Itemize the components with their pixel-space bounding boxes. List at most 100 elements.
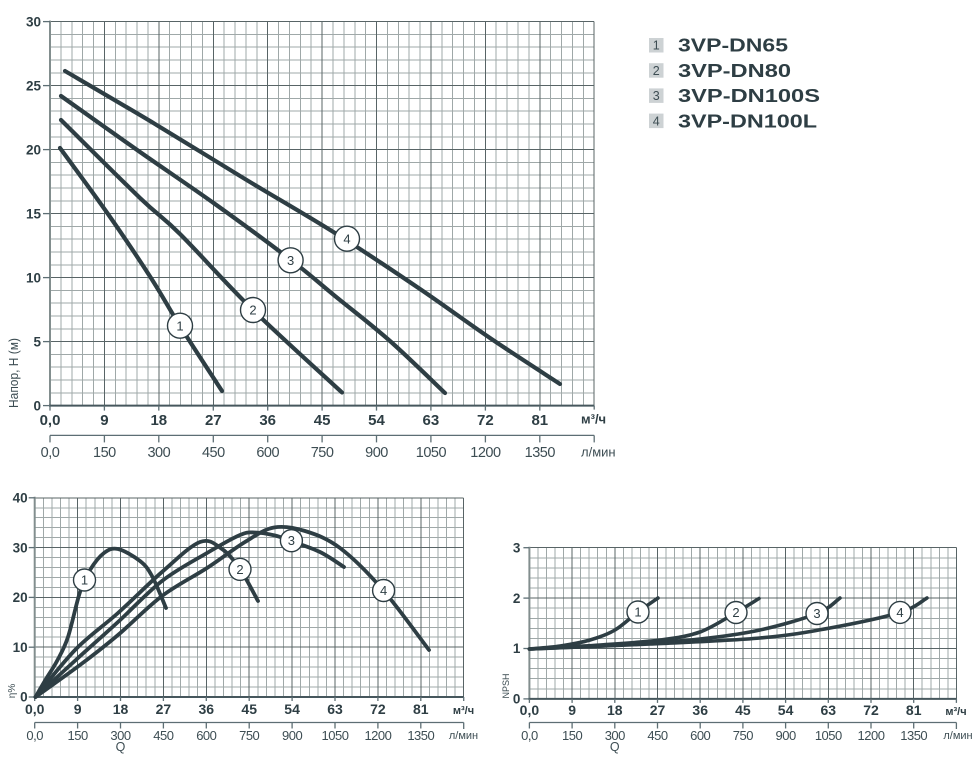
- svg-text:3VP-DN80: 3VP-DN80: [678, 61, 791, 81]
- svg-text:10: 10: [13, 640, 28, 655]
- svg-text:36: 36: [259, 412, 276, 429]
- svg-text:3VP-DN100S: 3VP-DN100S: [678, 86, 820, 106]
- svg-text:3: 3: [513, 540, 521, 555]
- svg-text:0,0: 0,0: [25, 701, 45, 717]
- svg-text:0: 0: [33, 398, 41, 413]
- svg-text:1200: 1200: [364, 728, 391, 743]
- svg-text:10: 10: [26, 270, 41, 285]
- svg-text:9: 9: [568, 702, 576, 718]
- svg-text:900: 900: [282, 728, 302, 743]
- svg-text:1: 1: [634, 605, 641, 620]
- svg-text:0,0: 0,0: [520, 702, 540, 718]
- svg-text:Q: Q: [610, 740, 620, 754]
- svg-text:1050: 1050: [416, 445, 447, 461]
- svg-text:1200: 1200: [470, 445, 501, 461]
- svg-text:20: 20: [26, 142, 41, 157]
- svg-text:45: 45: [735, 702, 751, 718]
- svg-text:1200: 1200: [858, 728, 885, 743]
- svg-text:5: 5: [33, 334, 41, 349]
- svg-text:м³/ч: м³/ч: [581, 412, 606, 427]
- svg-text:1050: 1050: [322, 728, 349, 743]
- svg-text:30: 30: [13, 540, 28, 555]
- svg-text:Напор, H (м): Напор, H (м): [7, 338, 21, 408]
- svg-text:81: 81: [906, 702, 922, 718]
- svg-text:18: 18: [607, 702, 623, 718]
- svg-text:18: 18: [113, 701, 129, 717]
- svg-text:36: 36: [692, 702, 708, 718]
- svg-text:Q: Q: [116, 740, 126, 754]
- svg-text:3VP-DN100L: 3VP-DN100L: [678, 111, 817, 131]
- svg-text:45: 45: [241, 701, 257, 717]
- svg-text:л/мин: л/мин: [581, 444, 616, 459]
- svg-text:NPSH: NPSH: [501, 674, 511, 699]
- svg-text:54: 54: [284, 701, 300, 717]
- svg-text:900: 900: [365, 445, 388, 461]
- svg-text:м³/ч: м³/ч: [945, 706, 966, 718]
- svg-text:4: 4: [896, 605, 903, 620]
- svg-text:63: 63: [821, 702, 837, 718]
- svg-text:3: 3: [287, 253, 294, 268]
- svg-text:9: 9: [74, 701, 82, 717]
- svg-text:9: 9: [100, 412, 108, 429]
- svg-text:1050: 1050: [815, 728, 842, 743]
- svg-text:0: 0: [20, 690, 28, 705]
- svg-text:600: 600: [256, 445, 279, 461]
- svg-text:450: 450: [647, 728, 667, 743]
- svg-text:3VP-DN65: 3VP-DN65: [678, 36, 788, 56]
- svg-text:750: 750: [733, 728, 753, 743]
- svg-text:л/мин: л/мин: [449, 730, 478, 742]
- svg-text:30: 30: [26, 14, 41, 29]
- svg-text:1350: 1350: [900, 728, 927, 743]
- svg-text:40: 40: [13, 491, 28, 506]
- svg-text:4: 4: [343, 231, 350, 246]
- svg-text:0,0: 0,0: [26, 728, 43, 743]
- svg-text:3: 3: [813, 606, 820, 621]
- svg-text:600: 600: [196, 728, 216, 743]
- svg-text:63: 63: [423, 412, 440, 429]
- svg-text:18: 18: [150, 412, 167, 429]
- svg-text:27: 27: [156, 701, 172, 717]
- svg-text:2: 2: [236, 562, 243, 577]
- svg-text:900: 900: [775, 728, 795, 743]
- svg-text:300: 300: [147, 445, 170, 461]
- svg-text:3: 3: [653, 89, 660, 103]
- svg-text:27: 27: [205, 412, 222, 429]
- svg-text:1350: 1350: [407, 728, 434, 743]
- svg-text:450: 450: [153, 728, 173, 743]
- svg-text:300: 300: [605, 728, 625, 743]
- svg-text:1: 1: [513, 641, 521, 656]
- svg-text:4: 4: [653, 114, 660, 128]
- svg-text:1: 1: [176, 318, 183, 333]
- svg-text:2: 2: [653, 64, 660, 78]
- svg-text:1350: 1350: [525, 445, 556, 461]
- svg-text:3: 3: [288, 533, 295, 548]
- svg-text:0: 0: [513, 692, 521, 707]
- svg-text:450: 450: [202, 445, 225, 461]
- svg-text:72: 72: [863, 702, 879, 718]
- svg-text:2: 2: [249, 303, 256, 318]
- svg-text:2: 2: [732, 605, 739, 620]
- svg-text:20: 20: [13, 590, 28, 605]
- svg-text:600: 600: [690, 728, 710, 743]
- svg-text:150: 150: [562, 728, 582, 743]
- svg-text:750: 750: [311, 445, 334, 461]
- svg-text:150: 150: [67, 728, 87, 743]
- svg-text:25: 25: [26, 78, 42, 93]
- svg-text:81: 81: [413, 701, 429, 717]
- svg-text:150: 150: [93, 445, 116, 461]
- svg-text:27: 27: [650, 702, 666, 718]
- svg-text:45: 45: [314, 412, 331, 429]
- svg-text:1: 1: [653, 39, 660, 53]
- svg-text:м³/ч: м³/ч: [453, 705, 474, 717]
- svg-text:54: 54: [368, 412, 385, 429]
- svg-text:750: 750: [239, 728, 259, 743]
- svg-text:0,0: 0,0: [521, 728, 538, 743]
- svg-text:300: 300: [110, 728, 130, 743]
- svg-text:0,0: 0,0: [40, 412, 61, 429]
- svg-text:2: 2: [513, 591, 521, 606]
- svg-text:4: 4: [380, 583, 387, 598]
- svg-text:0,0: 0,0: [41, 445, 60, 461]
- svg-text:81: 81: [531, 412, 548, 429]
- svg-text:15: 15: [26, 206, 42, 221]
- svg-text:72: 72: [370, 701, 386, 717]
